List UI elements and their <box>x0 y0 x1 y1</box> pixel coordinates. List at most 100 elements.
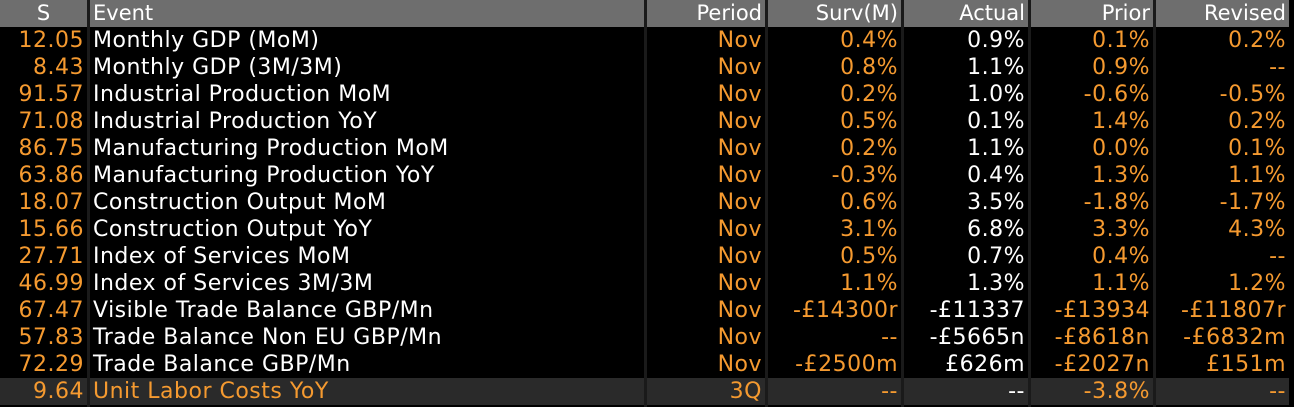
cell-s: 91.57 <box>18 82 84 107</box>
table-row[interactable]: 57.83 Trade Balance Non EU GBP/Mn Nov -- -£5… <box>0 324 1294 351</box>
cell-surv: -- <box>881 325 898 350</box>
cell-s: 27.71 <box>18 244 84 269</box>
cell-s: 8.43 <box>33 55 84 80</box>
table-row[interactable]: 91.57 Industrial Production MoM Nov 0.2% 1.0… <box>0 81 1294 108</box>
cell-actual: 3.5% <box>967 190 1025 215</box>
cell-prior: 0.4% <box>1092 244 1150 269</box>
cell-period: Nov <box>717 55 762 80</box>
cell-surv: 3.1% <box>840 217 898 242</box>
cell-actual: -£11337 <box>929 298 1025 323</box>
header-surv[interactable]: Surv(M) <box>767 0 901 27</box>
cell-revised: 0.2% <box>1228 109 1286 134</box>
cell-surv: 0.5% <box>840 109 898 134</box>
cell-period: Nov <box>717 244 762 269</box>
cell-period: Nov <box>717 190 762 215</box>
cell-prior: 0.1% <box>1092 28 1150 53</box>
cell-event: Index of Services 3M/3M <box>93 271 374 296</box>
table-header: S Event Period Surv(M) Actual Prior Revi… <box>0 0 1294 27</box>
cell-prior: 1.3% <box>1092 163 1150 188</box>
cell-revised: 1.1% <box>1228 163 1286 188</box>
cell-revised: 1.2% <box>1228 271 1286 296</box>
cell-event: Trade Balance Non EU GBP/Mn <box>93 325 443 350</box>
cell-actual: £626m <box>945 352 1025 377</box>
table-row[interactable]: 71.08 Industrial Production YoY Nov 0.5% 0.1… <box>0 108 1294 135</box>
header-period[interactable]: Period <box>646 0 765 27</box>
cell-actual: 1.0% <box>967 82 1025 107</box>
cell-prior: -£2027n <box>1054 352 1150 377</box>
cell-s: 67.47 <box>18 298 84 323</box>
header-actual[interactable]: Actual <box>903 0 1028 27</box>
cell-actual: 1.1% <box>967 55 1025 80</box>
cell-actual: 0.9% <box>967 28 1025 53</box>
table-row[interactable]: 46.99 Index of Services 3M/3M Nov 1.1% 1.3% 1… <box>0 270 1294 297</box>
cell-event: Industrial Production MoM <box>93 82 392 107</box>
header-event[interactable]: Event <box>89 0 644 27</box>
header-revised[interactable]: Revised <box>1155 0 1289 27</box>
cell-actual: -- <box>903 378 1028 405</box>
cell-prior: -1.8% <box>1083 190 1150 215</box>
cell-event: Index of Services MoM <box>93 244 351 269</box>
cell-prior: -3.8% <box>1030 378 1153 405</box>
cell-revised: -0.5% <box>1219 82 1286 107</box>
cell-s: 15.66 <box>18 217 84 242</box>
cell-s: 18.07 <box>18 190 84 215</box>
cell-actual: 0.7% <box>967 244 1025 269</box>
cell-event: Trade Balance GBP/Mn <box>93 352 351 377</box>
header-prior[interactable]: Prior <box>1030 0 1153 27</box>
cell-actual: 0.4% <box>967 163 1025 188</box>
cell-actual: 1.1% <box>967 136 1025 161</box>
cell-revised: -£6832m <box>1183 325 1286 350</box>
cell-s: 86.75 <box>18 136 84 161</box>
table-row[interactable]: 12.05 Monthly GDP (MoM) Nov 0.4% 0.9% 0.1% 0.2… <box>0 27 1294 54</box>
cell-event: Monthly GDP (MoM) <box>93 28 320 53</box>
cell-s: 46.99 <box>18 271 84 296</box>
table-row[interactable]: 9.64 Unit Labor Costs YoY 3Q -- -- -3.8% -- <box>0 378 1294 405</box>
cell-s: 72.29 <box>18 352 84 377</box>
cell-s: 71.08 <box>18 109 84 134</box>
table-row[interactable]: 15.66 Construction Output YoY Nov 3.1% 6.8% 3… <box>0 216 1294 243</box>
cell-actual: 6.8% <box>967 217 1025 242</box>
cell-event: Visible Trade Balance GBP/Mn <box>93 298 434 323</box>
cell-prior: 0.0% <box>1092 136 1150 161</box>
cell-revised: -- <box>1269 55 1286 80</box>
cell-period: Nov <box>717 217 762 242</box>
cell-surv: -£2500m <box>795 352 898 377</box>
cell-prior: -0.6% <box>1083 82 1150 107</box>
cell-period: Nov <box>717 352 762 377</box>
column-divider <box>901 0 904 407</box>
cell-actual: 1.3% <box>967 271 1025 296</box>
cell-prior: -£13934 <box>1054 298 1150 323</box>
cell-prior: -£8618n <box>1054 325 1150 350</box>
column-divider <box>87 0 90 407</box>
cell-revised: -1.7% <box>1219 190 1286 215</box>
cell-period: Nov <box>717 163 762 188</box>
cell-s: 12.05 <box>18 28 84 53</box>
cell-surv: 0.8% <box>840 55 898 80</box>
column-divider <box>1153 0 1156 407</box>
cell-period: 3Q <box>646 378 765 405</box>
table-row[interactable]: 67.47 Visible Trade Balance GBP/Mn Nov -£14… <box>0 297 1294 324</box>
header-s[interactable]: S <box>0 0 87 27</box>
cell-surv: 0.4% <box>840 28 898 53</box>
table-row[interactable]: 72.29 Trade Balance GBP/Mn Nov -£2500m £626m… <box>0 351 1294 378</box>
table-row[interactable]: 86.75 Manufacturing Production MoM Nov 0.2%… <box>0 135 1294 162</box>
cell-revised: 0.2% <box>1228 28 1286 53</box>
cell-period: Nov <box>717 325 762 350</box>
table-row[interactable]: 18.07 Construction Output MoM Nov 0.6% 3.5% -… <box>0 189 1294 216</box>
table-row[interactable]: 63.86 Manufacturing Production YoY Nov -0.3… <box>0 162 1294 189</box>
cell-surv: -£14300r <box>793 298 898 323</box>
cell-period: Nov <box>717 28 762 53</box>
cell-surv: 0.2% <box>840 136 898 161</box>
cell-revised: 0.1% <box>1228 136 1286 161</box>
cell-surv: -- <box>767 378 901 405</box>
cell-event: Manufacturing Production MoM <box>93 136 449 161</box>
cell-s: 9.64 <box>0 378 87 405</box>
table-row[interactable]: 8.43 Monthly GDP (3M/3M) Nov 0.8% 1.1% 0.9% -- <box>0 54 1294 81</box>
cell-surv: 0.6% <box>840 190 898 215</box>
cell-revised: £151m <box>1206 352 1286 377</box>
table-row[interactable]: 27.71 Index of Services MoM Nov 0.5% 0.7% 0.4… <box>0 243 1294 270</box>
cell-revised: -- <box>1155 378 1289 405</box>
cell-s: 63.86 <box>18 163 84 188</box>
cell-event: Construction Output MoM <box>93 190 387 215</box>
